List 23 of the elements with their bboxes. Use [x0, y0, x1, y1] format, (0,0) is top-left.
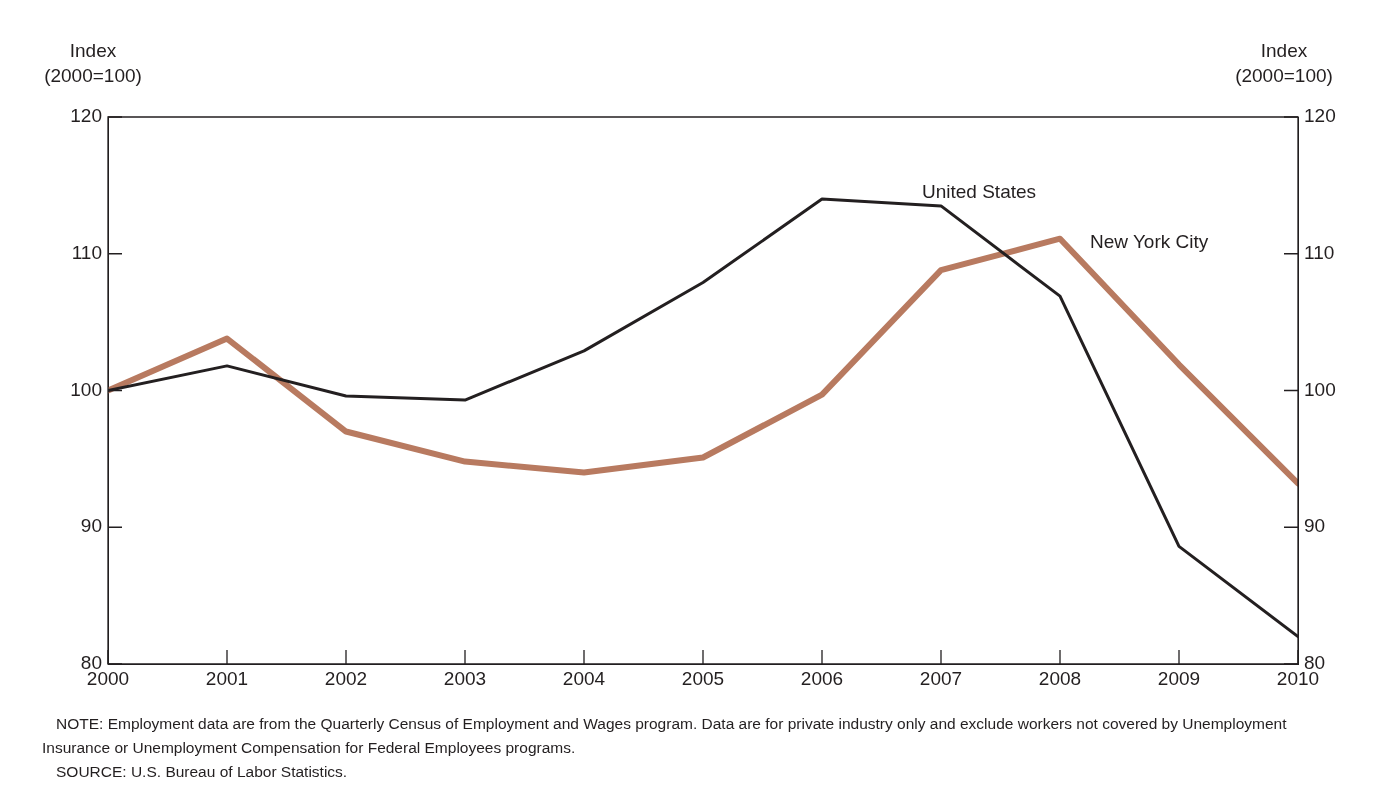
y-tick-label: 90 — [80, 515, 102, 537]
x-tick-label: 2005 — [681, 667, 725, 689]
x-tick-label: 2008 — [1038, 667, 1082, 689]
x-tick-label: 2007 — [919, 667, 963, 689]
y2-tick-label: 100 — [1304, 378, 1336, 400]
source-note: SOURCE: U.S. Bureau of Labor Statistics. — [55, 762, 349, 782]
y-tick-label: 100 — [70, 378, 102, 400]
y2-tick-label: 90 — [1304, 515, 1326, 537]
y2-tick-label: 120 — [1304, 105, 1336, 127]
y2-axis-title: Index (2000=100) — [1235, 40, 1333, 86]
y-axis-title: Index (2000=100) — [44, 40, 142, 86]
y-tick-label: 120 — [70, 105, 102, 127]
x-tick-label: 2006 — [800, 667, 844, 689]
x-tick-label: 2004 — [562, 667, 606, 689]
series-label: New York City — [1090, 230, 1209, 252]
text: NOTE: Employment data are from the Quarterly Census of Employment and Wages program. Data are for private industry only and exclude workers not covered by Unemployment Insurance or Unemployment Compensation for Federal Employees programs. — [42, 714, 1288, 758]
series-label: United States — [922, 181, 1037, 203]
x-tick-label: 2003 — [443, 667, 487, 689]
y-tick-label: 110 — [71, 241, 102, 263]
y2-tick-label: 110 — [1304, 241, 1335, 263]
x-tick-label: 2002 — [324, 667, 368, 689]
x-tick-label: 2001 — [205, 667, 249, 689]
x-tick-label: 2009 — [1157, 667, 1201, 689]
